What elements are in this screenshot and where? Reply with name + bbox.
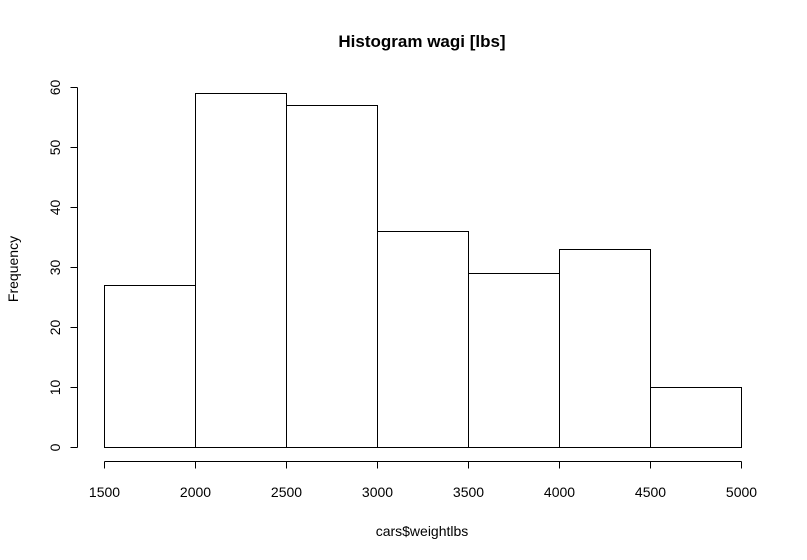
y-tick-label-60: 60 — [47, 80, 63, 96]
histogram-bar-2 — [195, 93, 287, 448]
histogram-bar-6 — [559, 249, 651, 448]
y-tick-label-40: 40 — [47, 200, 63, 216]
chart-title: Histogram wagi [lbs] — [338, 32, 505, 51]
histogram-bar-7 — [650, 387, 742, 448]
bars-group — [104, 93, 742, 448]
y-axis-label: Frequency — [5, 236, 21, 302]
x-tick-label-1500: 1500 — [89, 484, 120, 500]
x-tick-label-4000: 4000 — [544, 484, 575, 500]
y-tick-label-50: 50 — [47, 140, 63, 156]
x-axis: 1500 2000 2500 3000 3500 4000 4500 5000 — [89, 461, 757, 500]
y-axis: 0 10 20 30 40 50 60 — [47, 80, 78, 451]
histogram-bar-3 — [286, 105, 378, 448]
y-tick-label-30: 30 — [47, 260, 63, 276]
histogram-bar-1 — [104, 285, 196, 448]
histogram-bar-4 — [377, 231, 469, 448]
x-tick-label-4500: 4500 — [635, 484, 666, 500]
x-tick-label-2000: 2000 — [180, 484, 211, 500]
y-tick-label-20: 20 — [47, 320, 63, 336]
x-axis-label: cars$weightlbs — [376, 523, 469, 539]
x-tick-label-2500: 2500 — [271, 484, 302, 500]
x-tick-label-5000: 5000 — [726, 484, 757, 500]
x-tick-label-3000: 3000 — [362, 484, 393, 500]
y-tick-label-10: 10 — [47, 380, 63, 396]
x-tick-label-3500: 3500 — [453, 484, 484, 500]
histogram-bar-5 — [468, 273, 560, 448]
y-tick-label-0: 0 — [47, 443, 63, 451]
